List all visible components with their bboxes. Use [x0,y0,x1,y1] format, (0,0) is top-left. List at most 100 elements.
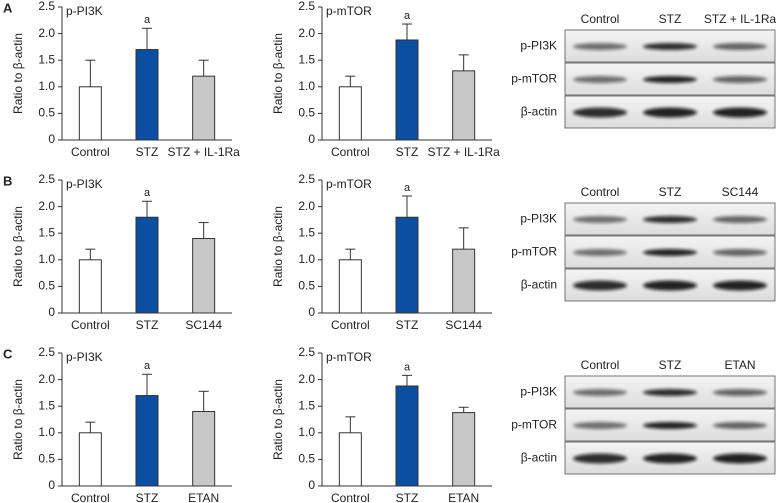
y-tick-label: 0.5 [38,452,55,466]
blot-column-label: ETAN [724,358,755,372]
y-tick-label: 0.5 [38,106,55,120]
chart-title: p-mTOR [326,4,372,18]
x-tick-label: Control [331,318,370,332]
blot-row-label: p-PI3K [520,212,557,226]
blot-row-label: β-actin [521,451,557,465]
blot-band [713,422,767,429]
blot-band [573,280,627,291]
blot-row-label: p-PI3K [520,385,557,399]
blot-band [713,249,767,256]
x-tick-label: STZ [136,145,159,159]
blot-band [643,107,697,118]
significance-label: a [404,361,411,373]
blot-band [713,453,767,464]
y-tick-label: 2.0 [38,372,55,386]
bar [338,86,362,141]
y-tick-label: 1.0 [298,252,315,266]
y-tick-label: 2.5 [38,172,55,186]
y-tick-label: 2.5 [38,0,55,13]
x-tick-label: STZ [136,491,159,503]
y-tick-label: 1.5 [38,52,55,66]
bar [452,70,476,141]
y-axis-label: Ratio to β-actin [11,379,25,460]
bar [78,86,102,141]
y-tick-label: 0 [308,132,315,146]
x-tick-label: Control [71,491,110,503]
y-tick-label: 1.5 [298,225,315,239]
chart-title: p-PI3K [66,350,103,364]
blot-column-label: STZ [659,358,682,372]
bar [452,412,476,487]
y-tick-label: 1.0 [38,252,55,266]
y-tick-label: 2.0 [38,199,55,213]
y-tick-label: 2.0 [38,26,55,40]
y-tick-label: 2.5 [38,345,55,359]
bar [192,238,216,314]
significance-label: a [404,182,411,194]
y-tick-label: 2.0 [298,372,315,386]
x-tick-label: SC144 [185,318,222,332]
x-tick-label: Control [331,145,370,159]
blot-column-label: STZ [659,185,682,199]
chart-title: p-PI3K [66,177,103,191]
panel-label: A [3,0,13,15]
blot-band [713,280,767,291]
y-tick-label: 0.5 [298,452,315,466]
y-tick-label: 2.5 [298,172,315,186]
y-tick-label: 1.0 [298,79,315,93]
x-tick-label: STZ [396,318,419,332]
y-tick-label: 1.0 [38,425,55,439]
bar [135,216,159,314]
blot-row-label: p-mTOR [511,418,557,432]
bar [395,39,419,141]
blot-column-label: Control [581,358,620,372]
y-axis-label: Ratio to β-actin [11,206,25,287]
x-tick-label: SC144 [445,318,482,332]
bar [78,432,102,487]
bar [395,216,419,314]
blot-band [573,76,627,83]
y-tick-label: 1.0 [38,79,55,93]
y-tick-label: 2.0 [298,26,315,40]
y-tick-label: 1.5 [298,52,315,66]
y-tick-label: 0.5 [298,106,315,120]
bar [338,259,362,314]
blot-band [713,43,767,50]
y-tick-label: 0 [48,478,55,492]
x-tick-label: ETAN [448,491,479,503]
blot-band [713,107,767,118]
x-tick-label: Control [71,145,110,159]
bar [192,75,216,141]
y-tick-label: 1.5 [298,398,315,412]
chart-title: p-PI3K [66,4,103,18]
blot-band [573,43,627,50]
y-tick-label: 1.0 [298,425,315,439]
blot-band [573,422,627,429]
y-tick-label: 0 [48,305,55,319]
blot-column-label: STZ + IL-1Ra [704,12,776,26]
x-tick-label: Control [331,491,370,503]
blot-band [643,216,697,223]
bar [338,432,362,487]
blot-row-label: p-mTOR [511,72,557,86]
bar [135,49,159,141]
y-tick-label: 2.5 [298,345,315,359]
y-tick-label: 1.5 [38,225,55,239]
blot-band [643,422,697,429]
y-tick-label: 0 [308,478,315,492]
blot-band [573,453,627,464]
blot-row-label: β-actin [521,278,557,292]
blot-column-label: SC144 [722,185,759,199]
chart-title: p-mTOR [326,177,372,191]
blot-band [573,107,627,118]
y-tick-label: 0 [308,305,315,319]
significance-label: a [144,360,151,372]
chart-title: p-mTOR [326,350,372,364]
blot-band [713,389,767,396]
bar [192,411,216,487]
blot-band [573,216,627,223]
blot-column-label: Control [581,185,620,199]
blot-row-label: p-PI3K [520,39,557,53]
y-tick-label: 0.5 [298,279,315,293]
significance-label: a [404,10,411,22]
